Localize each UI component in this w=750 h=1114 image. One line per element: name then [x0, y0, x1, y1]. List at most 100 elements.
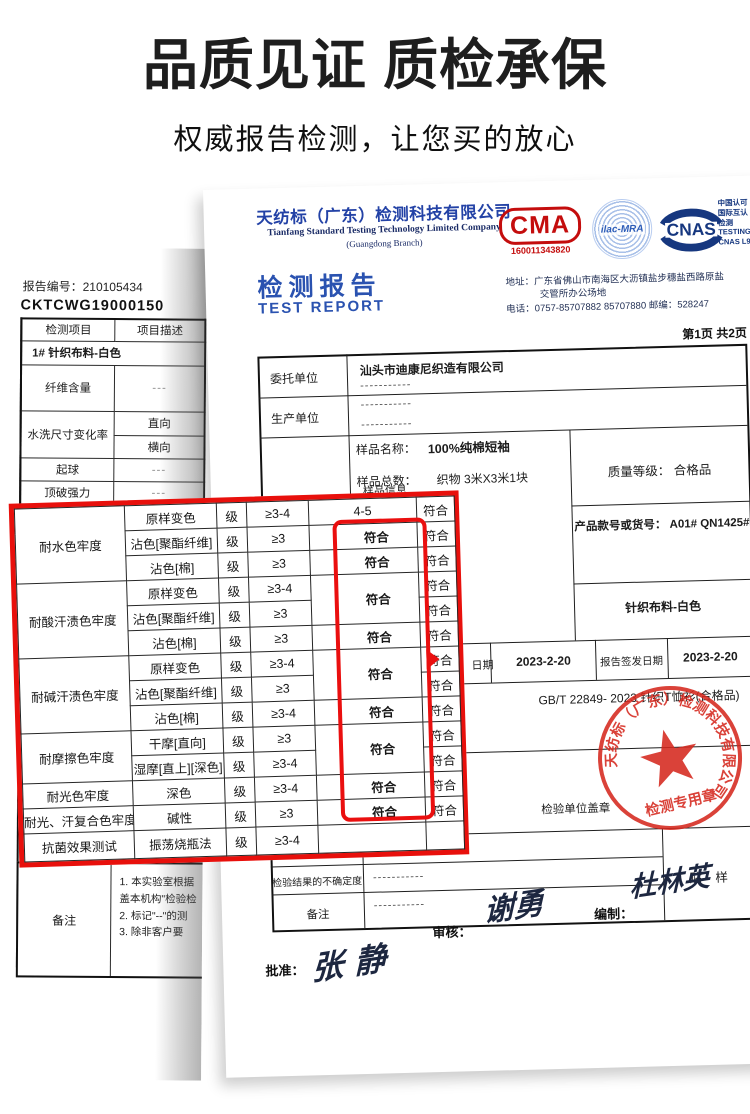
unit: 级 — [225, 827, 257, 856]
col-header-item: 检测项目 — [21, 318, 116, 342]
issue-date-value: 2023-2-20 — [682, 649, 738, 665]
unit: 级 — [218, 577, 250, 604]
verdict: 符合 — [422, 720, 462, 748]
cma-mark-icon: CMA — [498, 206, 582, 246]
verdict: 符合 — [419, 620, 459, 648]
ilac-mra-label: ilac-MRA — [598, 222, 646, 236]
test-category: 耐酸汗渍色牢度 — [16, 580, 129, 660]
unit: 级 — [219, 602, 250, 629]
unit: 级 — [217, 552, 249, 579]
cnas-side-line: 中国认可 — [717, 197, 748, 208]
test-category: 耐摩擦色牢度 — [21, 730, 133, 784]
footer-row3-label: 备注 — [306, 908, 330, 922]
cma-number: 160011343820 — [510, 244, 571, 256]
test-item: 纤维含量 — [20, 364, 115, 412]
footer-row2-value: ----------- — [372, 870, 425, 884]
test-category: 耐光色牢度 — [22, 780, 134, 809]
test-report-document: 天纺标（广东）检测科技有限公司 Tianfang Standard Testin… — [203, 174, 750, 1078]
unit: 级 — [225, 802, 256, 828]
cnas-logo-icon: CNAS — [652, 202, 731, 261]
test-category: 耐水色牢度 — [14, 505, 127, 585]
test-item: 起球 — [20, 457, 115, 482]
requirement: ≥3-4 — [255, 825, 319, 856]
review-signature: 谢勇 — [484, 885, 544, 930]
review-label: 审核： — [432, 924, 472, 941]
stamp-bottom-text: 检测专用章 — [643, 785, 718, 820]
result: 符合 — [317, 797, 426, 826]
seal-label: 检验单位盖章 — [541, 802, 611, 817]
requirement: ≥3 — [249, 625, 313, 653]
requirement: ≥3-4 — [246, 500, 309, 528]
verdict: 符合 — [424, 770, 464, 798]
sample-qty-value: 织物 3米X3米1块 — [436, 470, 529, 487]
unit: 级 — [223, 752, 255, 778]
unit: 级 — [224, 777, 256, 803]
result: 符合 — [309, 547, 419, 576]
result — [317, 822, 427, 854]
unit: 级 — [220, 652, 252, 679]
highlighted-results-table: 耐水色牢度 原样变色 级 ≥3-4 4-5 符合 沾色[聚酯纤维] 级 ≥3 符… — [8, 490, 470, 868]
requirement: ≥3-4 — [250, 650, 314, 678]
requirement: ≥3 — [249, 600, 312, 628]
verdict: 符合 — [418, 571, 458, 598]
test-item: 水洗尺寸变化率 — [20, 410, 115, 459]
producer-label: 生产单位 — [270, 411, 320, 427]
result: 符合 — [314, 722, 425, 776]
sample-name-value: 100%纯棉短袖 — [427, 440, 511, 457]
header: 品质见证 质检承保 权威报告检测，让您买的放心 — [0, 0, 750, 158]
unit: 级 — [221, 677, 253, 704]
test-category: 耐碱汗渍色牢度 — [18, 655, 131, 734]
test-subitem: 沾色[棉] — [128, 628, 221, 656]
result: 符合 — [308, 522, 418, 551]
result: 4-5 — [308, 497, 417, 526]
sample-name-label: 样品名称： — [355, 441, 417, 458]
test-category: 耐光、汗复合色牢度 — [23, 805, 134, 834]
report-code: CKTCWG19000150 — [20, 297, 165, 315]
verdict: 符合 — [423, 745, 463, 773]
cma-logo: CMA 160011343820 — [496, 206, 585, 256]
requirement: ≥3 — [252, 725, 316, 753]
verdict: 符合 — [417, 546, 457, 573]
verdict: 符合 — [416, 496, 455, 523]
remark-label: 备注 — [17, 863, 112, 977]
page-subtitle: 权威报告检测，让您买的放心 — [173, 124, 577, 156]
test-subitem: 原样变色 — [128, 653, 222, 681]
requirement: ≥3 — [251, 675, 315, 703]
test-subitem: 沾色[聚酯纤维] — [127, 603, 220, 631]
test-subitem: 原样变色 — [124, 503, 218, 531]
unit: 级 — [216, 502, 248, 529]
unit: 级 — [222, 702, 253, 728]
test-subitem: 沾色[棉] — [130, 703, 223, 731]
test-subitem: 沾色[聚酯纤维] — [129, 678, 223, 706]
result: 符合 — [310, 572, 420, 626]
cnas-side-line: 国际互认 — [717, 207, 748, 218]
verdict — [425, 820, 465, 851]
requirement: ≥3 — [255, 800, 318, 828]
verdict: 符合 — [425, 795, 464, 823]
result: 符合 — [311, 622, 421, 651]
verdict: 符合 — [419, 595, 458, 623]
test-subitem: 原样变色 — [126, 578, 220, 606]
cnas-side-line: CNAS L9 — [718, 236, 750, 247]
client-label: 委托单位 — [269, 371, 319, 387]
page-title: 品质见证 质检承保 — [142, 34, 608, 96]
requirement: ≥3-4 — [248, 575, 312, 603]
unit: 级 — [222, 727, 254, 753]
result: 符合 — [312, 647, 423, 701]
colorfastness-table: 耐水色牢度 原样变色 级 ≥3-4 4-5 符合 沾色[聚酯纤维] 级 ≥3 符… — [14, 496, 465, 863]
date-label-partial: 日期 — [471, 659, 494, 673]
footer-row3-value: ----------- — [373, 898, 426, 912]
svg-text:CNAS: CNAS — [666, 219, 716, 240]
footer-row2-label: 检验结果的不确定度 — [272, 876, 363, 890]
test-subitem: 干摩[直向] — [130, 727, 224, 756]
verdict: 符合 — [422, 695, 461, 723]
test-subitem: 碱性 — [133, 802, 226, 831]
approve-label: 批准： — [265, 962, 305, 979]
issue-date-label: 报告签发日期 — [599, 655, 664, 669]
cnas-side-text: 中国认可 国际互认 检测 TESTING CNAS L9 — [717, 198, 750, 248]
prepare-label: 编制： — [593, 905, 634, 923]
approve-signature: 张 静 — [311, 938, 387, 989]
lab-address: 地址：广东省佛山市南海区大沥镇盐步穗盐西路原盐 交管所办公场地 电话：0757-… — [505, 269, 750, 316]
requirement: ≥3-4 — [254, 775, 318, 803]
producer-dashes: ----------- — [360, 397, 413, 411]
